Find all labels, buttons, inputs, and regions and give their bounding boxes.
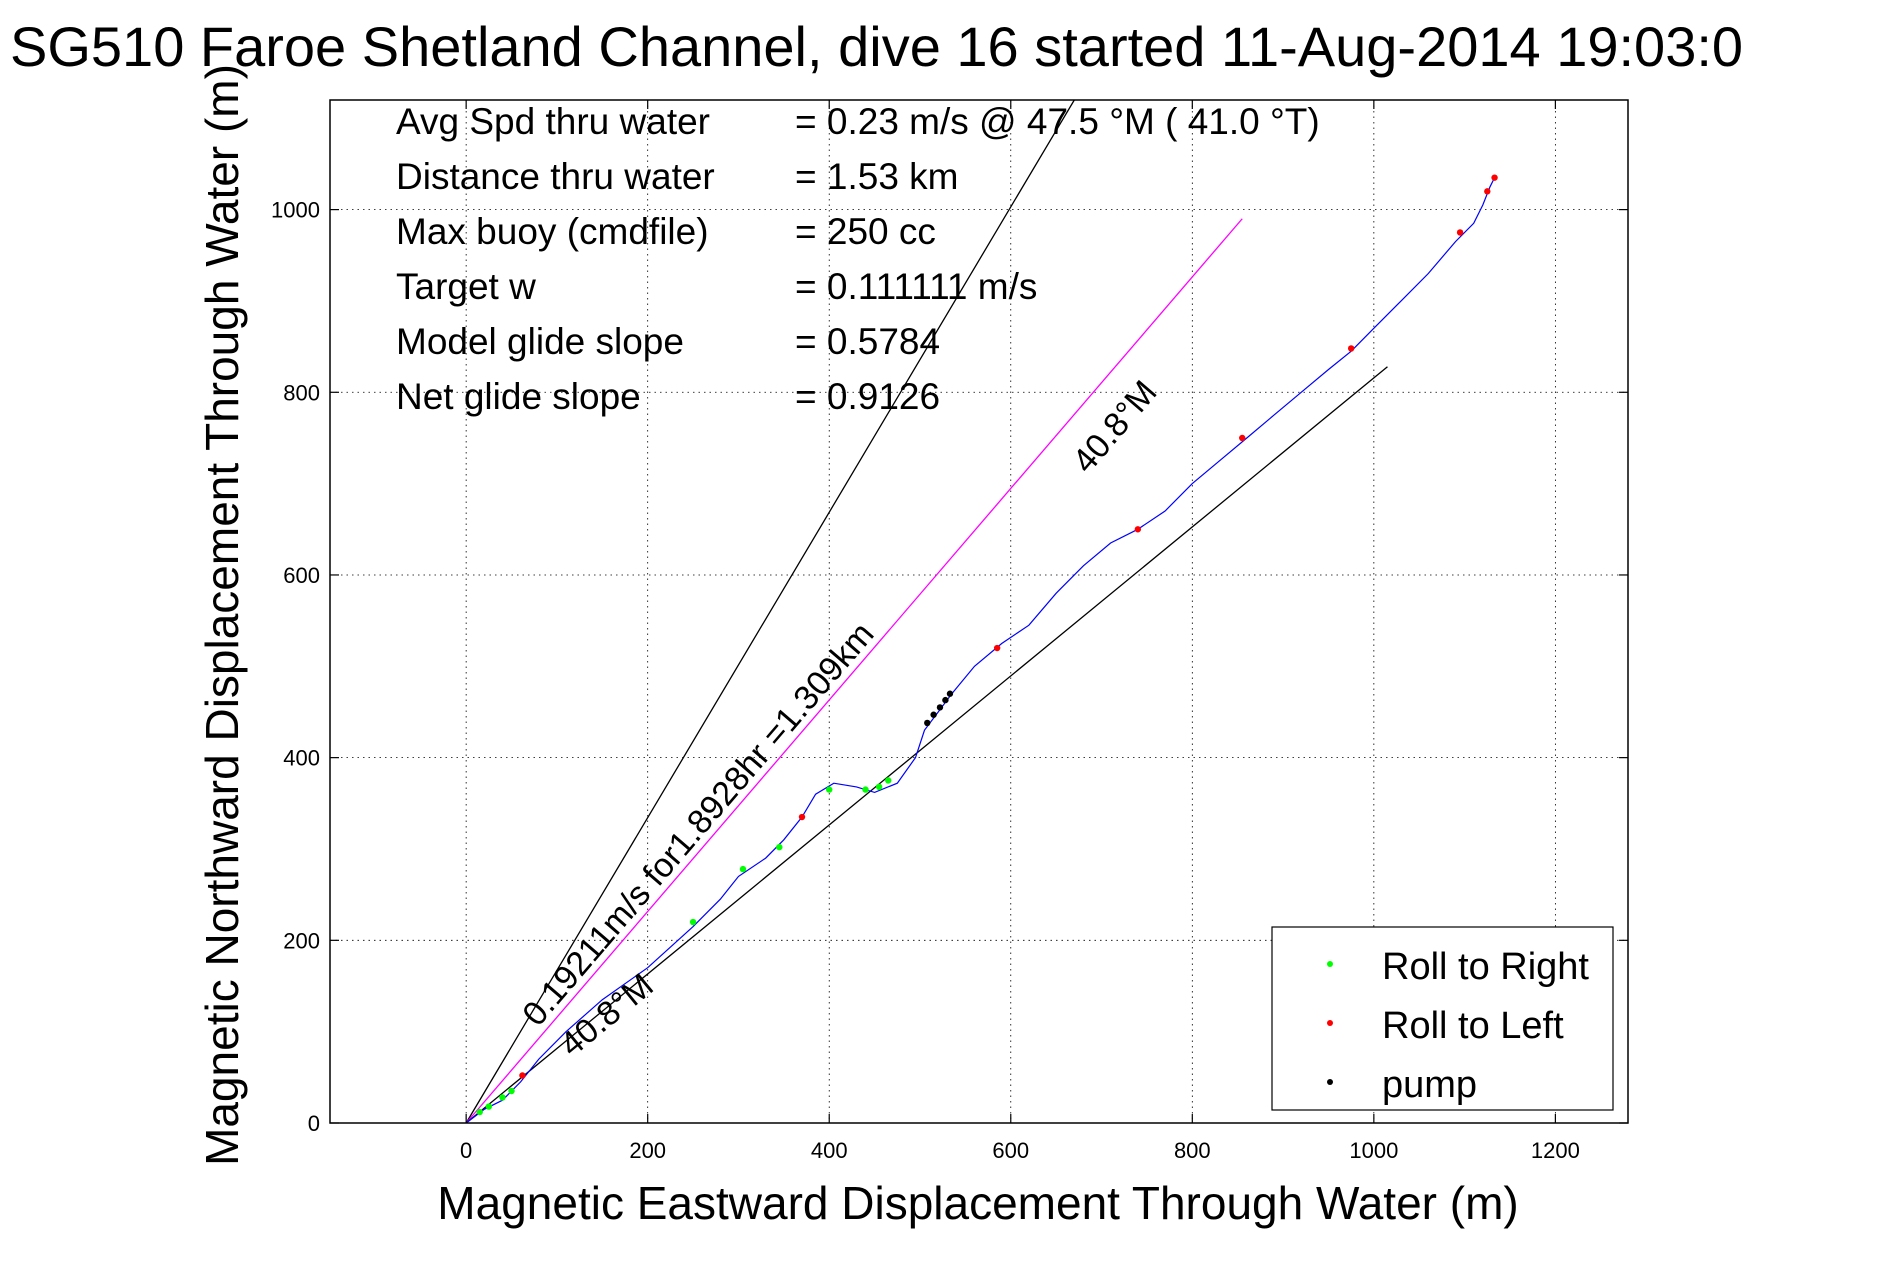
y-tick-label: 400 bbox=[283, 746, 320, 771]
series-roll-to-right bbox=[476, 777, 892, 1116]
y-tick-label: 600 bbox=[283, 563, 320, 588]
legend-label: pump bbox=[1382, 1064, 1477, 1106]
legend-marker bbox=[1327, 961, 1333, 967]
info-label: Net glide slope bbox=[396, 376, 641, 417]
legend-marker bbox=[1327, 1020, 1333, 1026]
data-point bbox=[936, 704, 944, 711]
data-point bbox=[519, 1072, 526, 1079]
x-tick-label: 200 bbox=[629, 1138, 666, 1163]
info-value: = 0.23 m/s @ 47.5 °M ( 41.0 °T) bbox=[795, 101, 1320, 142]
data-point bbox=[993, 644, 1001, 652]
reference-line-upper-bound bbox=[465, 99, 1075, 1124]
legend-label: Roll to Right bbox=[1382, 946, 1589, 988]
info-label: Model glide slope bbox=[396, 321, 684, 362]
glider-track-line bbox=[465, 177, 1496, 1124]
info-value: = 0.111111 m/s bbox=[795, 266, 1037, 307]
data-point bbox=[776, 843, 783, 851]
y-axis-label: Magnetic Northward Displacement Through … bbox=[196, 64, 248, 1166]
x-tick-label: 600 bbox=[992, 1138, 1029, 1163]
data-point bbox=[1491, 174, 1498, 181]
info-value: = 250 cc bbox=[795, 211, 936, 252]
series-layer bbox=[476, 174, 1498, 1116]
x-tick-label: 0 bbox=[460, 1138, 472, 1163]
info-label: Distance thru water bbox=[396, 156, 715, 197]
series-roll-to-left bbox=[519, 174, 1498, 1079]
data-point bbox=[1484, 188, 1491, 195]
data-point bbox=[798, 813, 806, 821]
data-point bbox=[689, 918, 697, 926]
chart-title: SG510 Faroe Shetland Channel, dive 16 st… bbox=[10, 15, 1743, 78]
x-axis-label: Magnetic Eastward Displacement Through W… bbox=[437, 1177, 1518, 1229]
info-panel: Avg Spd thru water = 0.23 m/s @ 47.5 °M (… bbox=[396, 101, 1320, 417]
info-value: = 0.5784 bbox=[795, 321, 940, 362]
data-point bbox=[946, 690, 954, 697]
x-tick-label: 400 bbox=[811, 1138, 848, 1163]
data-point bbox=[862, 786, 869, 793]
y-tick-label: 0 bbox=[308, 1111, 320, 1136]
data-point bbox=[485, 1103, 493, 1110]
data-point bbox=[1456, 229, 1464, 236]
data-point bbox=[924, 719, 931, 727]
info-value: = 0.9126 bbox=[795, 376, 940, 417]
info-label: Max buoy (cmdfile) bbox=[396, 211, 709, 252]
x-tick-label: 1200 bbox=[1531, 1138, 1580, 1163]
track-layer bbox=[465, 177, 1496, 1124]
data-point bbox=[885, 777, 892, 784]
reference-line-current-vector bbox=[465, 218, 1243, 1124]
plot-frame bbox=[329, 99, 1629, 1124]
data-point bbox=[1347, 345, 1355, 352]
reference-line-lower-bound bbox=[465, 366, 1388, 1124]
legend-marker bbox=[1327, 1079, 1333, 1085]
x-tick-label: 800 bbox=[1174, 1138, 1211, 1163]
data-point bbox=[739, 865, 747, 873]
data-point bbox=[499, 1094, 506, 1101]
y-tick-label: 1000 bbox=[271, 198, 320, 223]
info-label: Avg Spd thru water bbox=[396, 101, 710, 142]
y-tick-label: 200 bbox=[283, 928, 320, 953]
legend-label: Roll to Left bbox=[1382, 1005, 1564, 1047]
info-label: Target w bbox=[396, 266, 536, 307]
data-point bbox=[930, 711, 937, 718]
data-point bbox=[1239, 434, 1246, 442]
data-point bbox=[826, 786, 833, 793]
data-point bbox=[875, 783, 883, 791]
axis-ticks: 0 200 400 600 800 1000 1200 0 200 400 600 800 1000 bbox=[271, 100, 1628, 1163]
y-tick-label: 800 bbox=[283, 380, 320, 405]
x-tick-label: 1000 bbox=[1349, 1138, 1398, 1163]
info-value: = 1.53 km bbox=[795, 156, 959, 197]
legend: Roll to Right Roll to Left pump bbox=[1271, 926, 1614, 1111]
reference-lines bbox=[465, 99, 1388, 1124]
data-point bbox=[942, 696, 949, 704]
series-pump bbox=[924, 690, 954, 727]
data-point bbox=[508, 1087, 515, 1095]
data-point bbox=[1134, 526, 1142, 533]
data-point bbox=[476, 1108, 483, 1116]
